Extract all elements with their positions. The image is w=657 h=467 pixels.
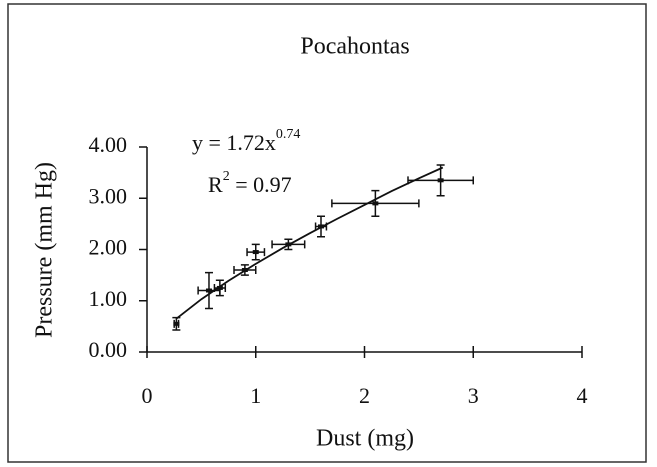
y-tick-label: 1.00 [89,286,128,311]
fit-equation: y = 1.72x0.74 [192,127,300,155]
r-squared: R2 = 0.97 [208,169,292,197]
y-tick-label: 4.00 [89,132,128,157]
y-tick-label: 0.00 [89,337,128,362]
data-point [216,285,223,290]
x-tick-label: 4 [577,383,588,408]
equation: y = 1.72x [192,130,276,155]
data-point [318,224,324,229]
chart-title: Pocahontas [300,34,409,60]
x-tick-label: 3 [468,383,479,408]
r2-exponent: 2 [223,169,230,184]
r2-base: R [208,172,223,197]
x-tick-label: 1 [250,383,261,408]
y-axis-label: Pressure (mm Hg) [32,162,58,338]
x-axis-label: Dust (mg) [316,426,414,452]
data-point [205,288,212,293]
chart-border [7,3,647,463]
data-point [173,321,180,326]
y-tick-label: 2.00 [89,235,128,260]
data-point [241,268,248,272]
equation-exponent: 0.74 [276,127,301,142]
data-point [252,250,259,255]
x-tick-label: 2 [359,383,370,408]
data-point [437,178,444,183]
data-point [285,242,292,247]
r2-value: = 0.97 [230,172,292,197]
y-tick-label: 3.00 [89,183,128,208]
data-point [372,201,379,206]
x-tick-label: 0 [142,383,153,408]
